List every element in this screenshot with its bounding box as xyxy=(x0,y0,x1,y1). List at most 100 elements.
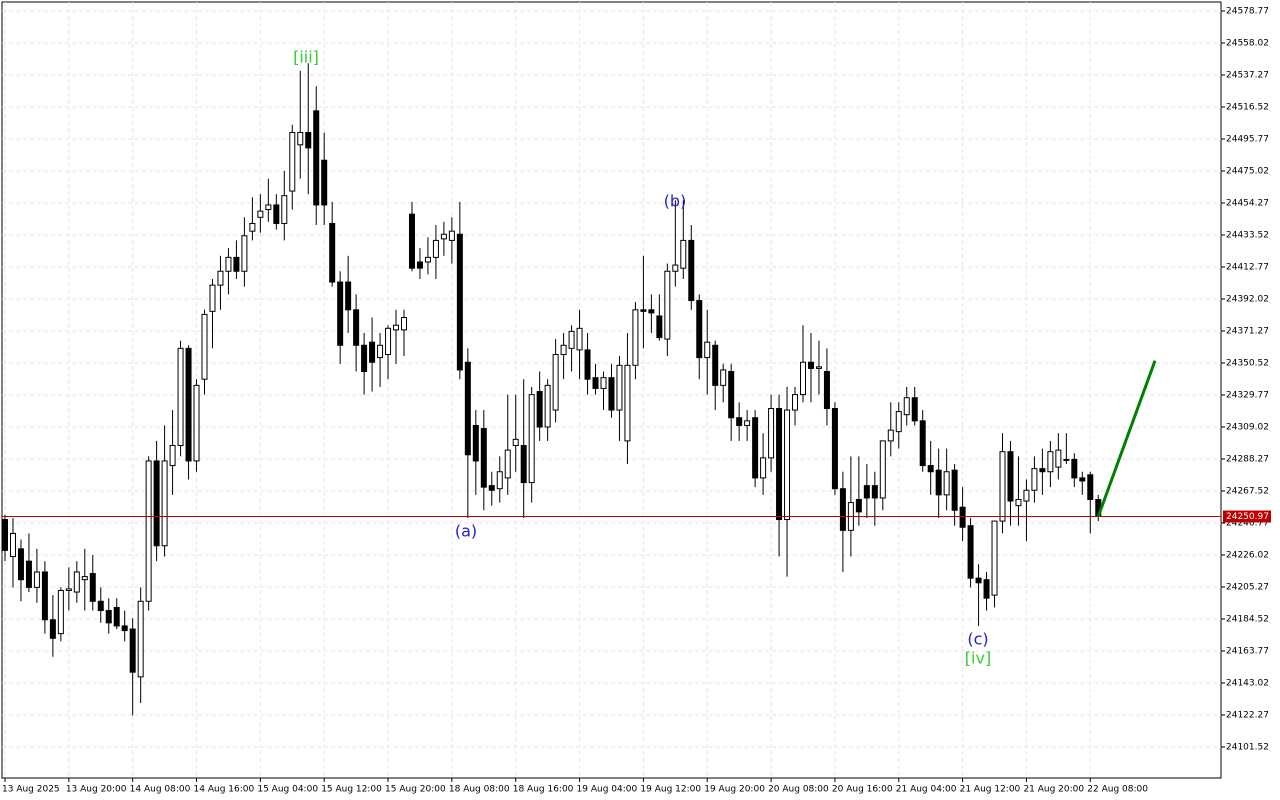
x-tick-label: 20 Aug 08:00 xyxy=(768,785,829,795)
candle-body xyxy=(480,428,487,488)
y-tick-label: 24475.02 xyxy=(1226,166,1269,176)
y-tick-label: 24350.52 xyxy=(1226,358,1269,368)
candle-body xyxy=(337,281,344,346)
candle-body xyxy=(1055,449,1062,468)
candle-body xyxy=(353,309,360,346)
y-tick-label: 24246.77 xyxy=(1226,518,1269,528)
candle-body xyxy=(49,619,56,639)
forecast-line xyxy=(1096,360,1157,518)
y-tick-label: 24392.02 xyxy=(1226,294,1269,304)
candle-body xyxy=(863,485,870,499)
candle-body xyxy=(456,233,463,371)
candle-body xyxy=(672,264,679,272)
candle-body xyxy=(712,344,719,386)
candle-body xyxy=(249,222,256,232)
x-tick-label: 19 Aug 20:00 xyxy=(704,785,765,795)
y-tick-label: 24205.27 xyxy=(1226,582,1269,592)
y-tick-label: 24495.77 xyxy=(1226,134,1269,144)
candle-body xyxy=(408,213,415,269)
candle-body xyxy=(209,284,216,312)
candle-body xyxy=(177,347,184,447)
candle-body xyxy=(800,361,806,396)
wave-label: (c) xyxy=(967,630,988,649)
candle-body xyxy=(41,571,48,621)
candle-body xyxy=(265,204,272,211)
x-tick-label: 14 Aug 16:00 xyxy=(194,785,255,795)
candle-body xyxy=(839,488,846,531)
y-tick-label: 24537.27 xyxy=(1226,70,1269,80)
x-tick-label: 21 Aug 20:00 xyxy=(1023,785,1084,795)
x-tick-label: 19 Aug 12:00 xyxy=(640,785,701,795)
y-tick-label: 24309.02 xyxy=(1226,422,1269,432)
candle-body xyxy=(807,361,814,369)
y-tick-label: 24163.77 xyxy=(1226,646,1269,656)
candle-body xyxy=(1039,468,1046,473)
y-tick-label: 24371.27 xyxy=(1226,326,1269,336)
x-tick-label: 18 Aug 08:00 xyxy=(449,785,510,795)
x-tick-label: 21 Aug 12:00 xyxy=(960,785,1021,795)
y-tick-label: 24433.52 xyxy=(1226,230,1269,240)
candle-body xyxy=(257,210,264,218)
candle-body xyxy=(1023,489,1030,502)
y-tick-label: 24578.77 xyxy=(1226,6,1269,16)
candle-body xyxy=(121,625,128,632)
candle-body xyxy=(592,377,599,389)
candle-body xyxy=(728,370,735,419)
candle-body xyxy=(504,449,511,479)
candle-body xyxy=(656,315,663,339)
candle-body xyxy=(297,131,304,146)
candle-body xyxy=(1087,474,1094,500)
candle-body xyxy=(624,364,631,442)
candle-body xyxy=(560,344,567,356)
candle-body xyxy=(329,222,336,283)
candle-body xyxy=(887,429,894,442)
y-tick-label: 24184.52 xyxy=(1226,614,1269,624)
y-tick-label: 24122.27 xyxy=(1226,710,1269,720)
candle-body xyxy=(488,485,495,491)
candle-body xyxy=(217,270,224,286)
candle-body xyxy=(911,397,918,422)
candle-body xyxy=(879,440,886,499)
candle-body xyxy=(169,445,176,467)
x-tick-label: 13 Aug 20:00 xyxy=(66,785,127,795)
candle-body xyxy=(512,438,519,447)
candle-body xyxy=(744,420,751,426)
candle-body xyxy=(201,313,208,380)
x-tick-label: 15 Aug 04:00 xyxy=(257,785,318,795)
candle-body xyxy=(129,628,136,673)
candle-body xyxy=(1047,451,1054,473)
candle-body xyxy=(975,577,982,584)
candle-body xyxy=(1015,498,1022,507)
candle-body xyxy=(999,451,1006,522)
candle-body xyxy=(632,309,639,366)
wave-label: (b) xyxy=(664,192,687,211)
candle-body xyxy=(552,354,559,411)
candle-body xyxy=(855,498,862,513)
candle-body xyxy=(616,364,623,411)
candle-body xyxy=(528,394,535,484)
candle-body xyxy=(385,327,392,356)
candle-body xyxy=(608,377,615,411)
x-tick-label: 21 Aug 04:00 xyxy=(896,785,957,795)
candle-body xyxy=(951,469,958,511)
y-tick-label: 24226.02 xyxy=(1226,550,1269,560)
candle-body xyxy=(584,349,591,380)
y-tick-label: 24329.77 xyxy=(1226,390,1269,400)
candle-body xyxy=(784,409,791,521)
y-tick-label: 24288.27 xyxy=(1226,454,1269,464)
candle-body xyxy=(9,532,16,558)
candle-body xyxy=(983,579,990,599)
candle-body xyxy=(241,235,248,272)
candle-body xyxy=(496,471,503,490)
candle-body xyxy=(664,270,671,340)
candle-body xyxy=(448,230,455,241)
candle-body xyxy=(281,195,288,224)
x-tick-label: 20 Aug 16:00 xyxy=(832,785,893,795)
y-tick-label: 24516.52 xyxy=(1226,102,1269,112)
candle-body xyxy=(161,460,168,547)
candle-body xyxy=(377,344,384,359)
candle-body xyxy=(193,384,200,462)
y-tick-label: 24101.52 xyxy=(1226,742,1269,752)
wave-label: (a) xyxy=(455,522,477,541)
candle-body xyxy=(520,445,527,484)
